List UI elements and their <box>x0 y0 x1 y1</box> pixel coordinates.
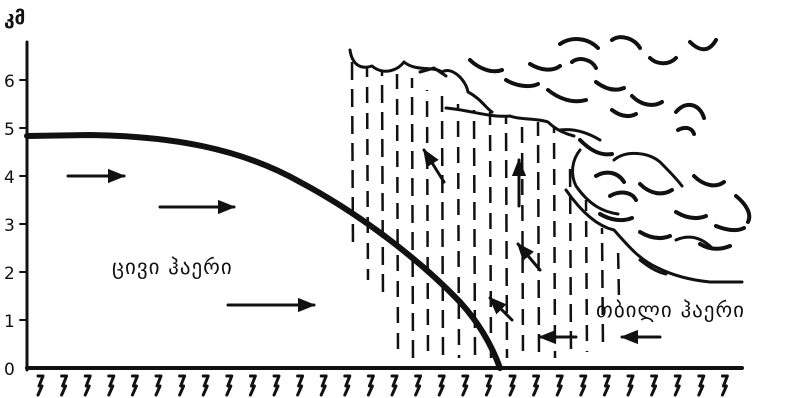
ground-hatch-mark <box>673 374 682 397</box>
rain-streak <box>440 95 445 359</box>
ground-hatch-mark <box>60 374 69 397</box>
rain-streak <box>395 73 400 356</box>
ground-hatch-mark <box>650 374 659 397</box>
cold-air-flow-arrows <box>66 168 316 313</box>
ground-hatch-mark <box>579 374 588 397</box>
ground-hatch-mark <box>390 374 399 397</box>
ground-hatch-mark <box>107 374 116 397</box>
rain-streak <box>456 103 461 359</box>
ground-hatch-mark <box>697 374 706 397</box>
rain-streak <box>488 111 493 359</box>
rain-streak <box>504 115 509 359</box>
warm-air-label: თბილი ჰაერი <box>596 298 745 322</box>
ground-hatch-mark <box>296 374 305 397</box>
ground-hatch-mark <box>154 374 163 397</box>
ground-hatch-mark <box>461 374 470 397</box>
ground-hatch-mark <box>201 374 210 397</box>
ground-hatch-mark <box>720 374 729 397</box>
ground-hatch-mark <box>366 374 375 397</box>
ground-hatch-mark <box>225 374 234 397</box>
y-tick-label: 4 <box>4 168 15 188</box>
ground-hatch-mark <box>555 374 564 397</box>
ground-hatch-mark <box>130 374 139 397</box>
rain-streak <box>536 121 541 359</box>
ground-hatch-mark <box>248 374 257 397</box>
rain-streak <box>616 245 621 301</box>
arrow-up-left-icon <box>516 242 542 272</box>
rain-streak <box>365 67 370 281</box>
ground-hatch-mark <box>414 374 423 397</box>
y-axis-unit: კმ <box>4 7 25 29</box>
ground-hatch-mark <box>36 374 45 397</box>
ground-hatch-mark <box>602 374 611 397</box>
cold-air-label: ცივი ჰაერი <box>112 255 233 279</box>
rain-streak <box>350 61 355 251</box>
rain-streak <box>410 77 415 359</box>
cloud-wisps <box>468 35 752 251</box>
rain-streak <box>520 117 525 359</box>
ground-hatch-mark <box>508 374 517 397</box>
rain-streak <box>380 71 385 301</box>
y-ticks <box>19 79 28 321</box>
arrow-up-left-icon <box>488 296 514 322</box>
frontal-surface-curve <box>24 132 503 371</box>
ground-hatch-mark <box>178 374 187 397</box>
ground-hatch-mark <box>626 374 635 397</box>
cumulonimbus-cloud <box>348 48 744 284</box>
ground-hatch-mark <box>437 374 446 397</box>
rain-streak <box>568 159 573 357</box>
ground-hatch-mark <box>484 374 493 397</box>
arrow-up-left-icon <box>422 148 446 184</box>
rain-streak <box>552 127 557 359</box>
y-tick-label: 6 <box>4 72 15 92</box>
y-tick-label: 0 <box>4 360 15 380</box>
warm-air-flow-arrows <box>422 148 662 345</box>
ground-hatch-mark <box>343 374 352 397</box>
y-tick-label: 2 <box>4 264 15 284</box>
y-tick-labels: 6 5 4 3 2 1 0 <box>4 72 15 380</box>
rain-streak <box>584 199 589 353</box>
y-tick-label: 3 <box>4 216 15 236</box>
ground-hatch-mark <box>83 374 92 397</box>
y-tick-label: 5 <box>4 120 15 140</box>
ground-hatch-mark <box>272 374 281 397</box>
rain-streak <box>425 89 430 359</box>
rain-streak <box>600 227 605 351</box>
ground-hatching <box>36 374 729 397</box>
axes <box>25 40 744 372</box>
ground-hatch-mark <box>532 374 541 397</box>
y-tick-label: 1 <box>4 312 15 332</box>
ground-hatch-mark <box>319 374 328 397</box>
